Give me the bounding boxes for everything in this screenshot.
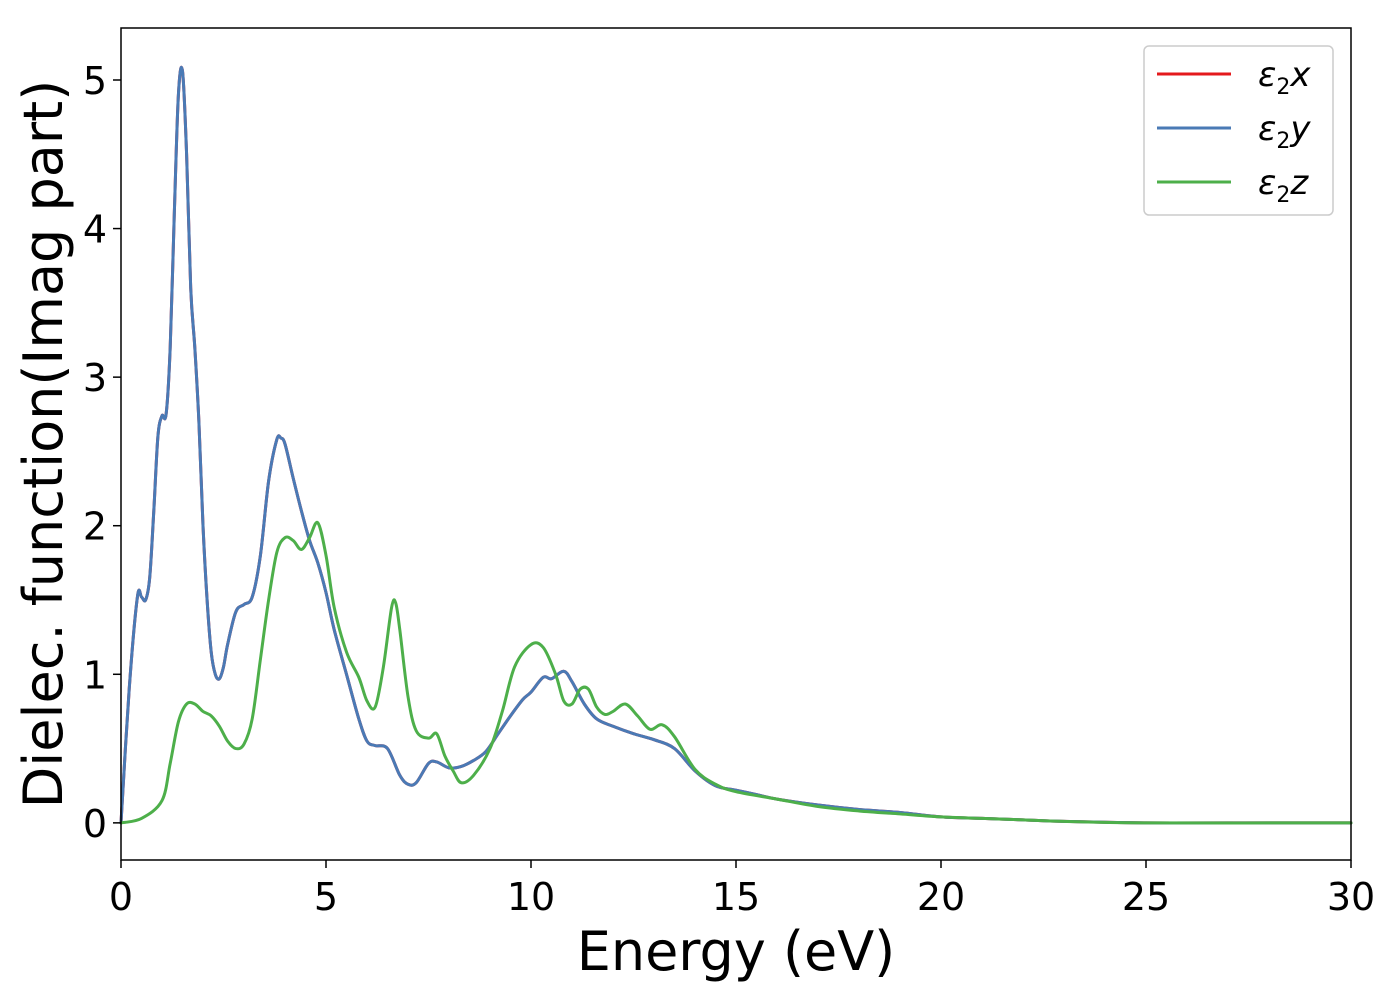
x-tick-label: 30 (1327, 875, 1375, 919)
y-tick-label: 3 (83, 356, 107, 400)
x-tick-label: 20 (917, 875, 965, 919)
legend-label-z: ε2z (1258, 163, 1309, 208)
y-axis-label: Dielec. function(Imag part) (12, 80, 75, 809)
legend-box (1143, 45, 1334, 216)
x-axis: 0 5 10 15 20 25 30 (109, 860, 1375, 919)
x-tick-label: 0 (109, 875, 133, 919)
legend-label-x: ε2x (1258, 55, 1311, 100)
y-tick-label: 1 (83, 653, 107, 697)
y-tick-label: 5 (83, 59, 107, 103)
x-axis-label: Energy (eV) (577, 920, 896, 983)
y-tick-label: 2 (83, 505, 107, 549)
series-line-z (119, 520, 1353, 825)
y-axis: 0 1 2 3 4 5 (83, 59, 121, 846)
y-tick-label: 0 (83, 802, 107, 846)
x-tick-label: 5 (314, 875, 338, 919)
x-tick-label: 10 (507, 875, 555, 919)
legend-label-y: ε2y (1258, 109, 1311, 154)
legend: ε2x ε2y ε2z (1143, 45, 1334, 216)
x-tick-label: 15 (712, 875, 760, 919)
series-layer (119, 65, 1353, 825)
y-tick-label: 4 (83, 208, 107, 252)
x-tick-label: 25 (1122, 875, 1170, 919)
